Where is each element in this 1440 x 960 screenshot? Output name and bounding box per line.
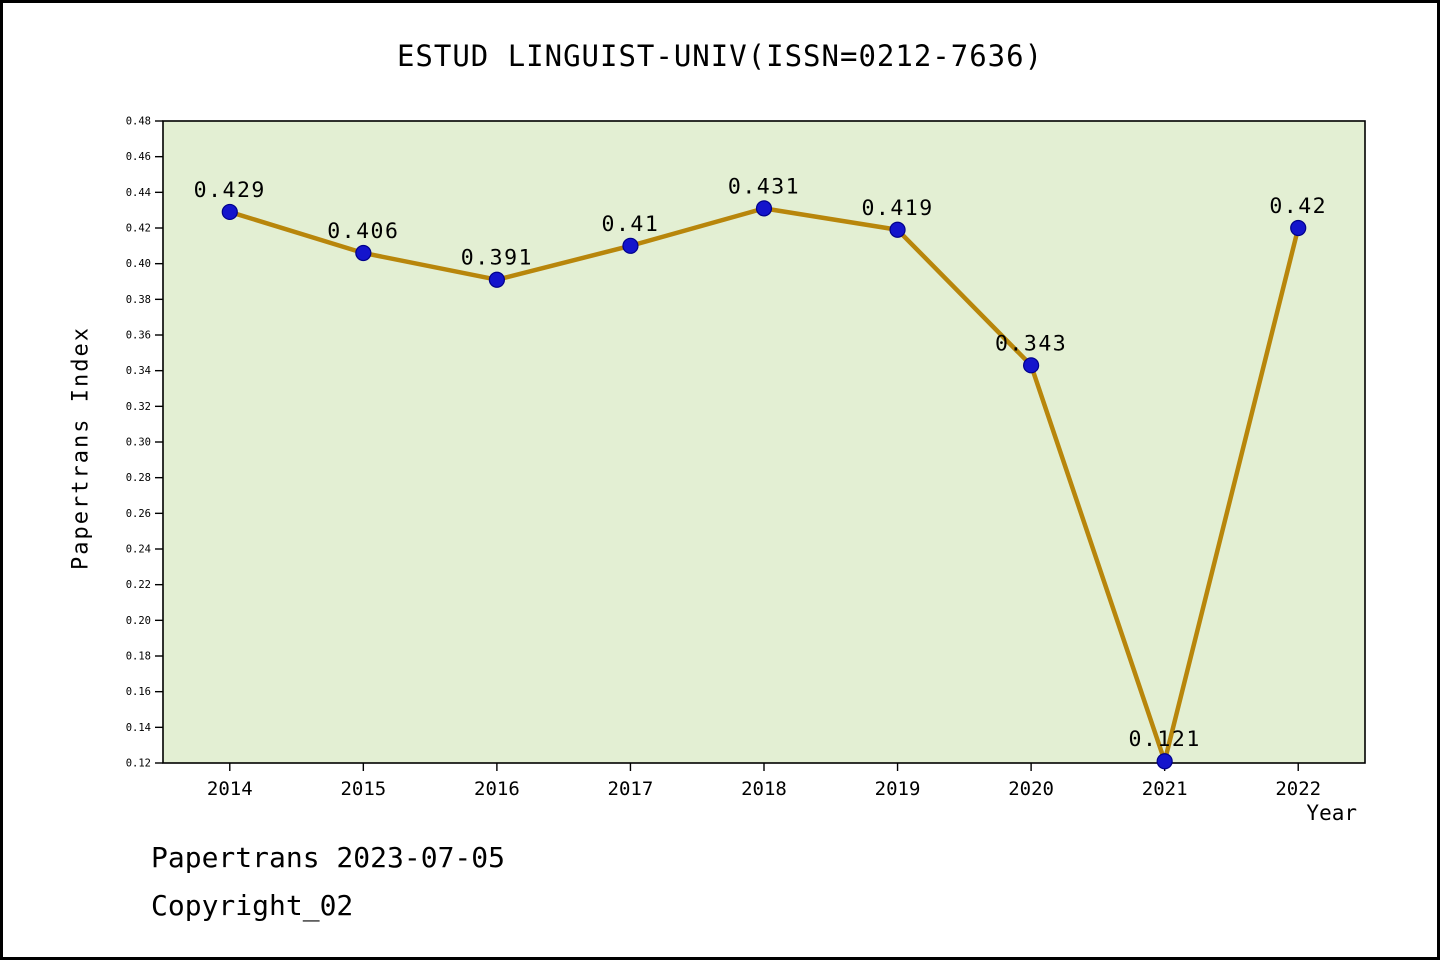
point-label: 0.431 [728, 174, 800, 199]
data-point [755, 200, 773, 217]
point-label: 0.429 [194, 178, 266, 203]
x-tick-label: 2016 [474, 778, 520, 800]
data-point [1156, 753, 1173, 770]
footer-copyright-text: Copyright_02 [151, 889, 354, 922]
footer-date-text: Papertrans 2023-07-05 [151, 841, 506, 874]
x-tick-label: 2017 [608, 778, 654, 800]
point-label: 0.42 [1269, 194, 1327, 219]
data-point [355, 244, 372, 262]
x-tick-label: 2022 [1275, 778, 1321, 800]
point-label: 0.419 [861, 196, 933, 221]
x-tick-label: 2019 [875, 778, 921, 800]
y-axis-label: Papertrans Index [68, 326, 94, 570]
y-tick-label: 0.12 [126, 758, 151, 770]
y-tick-label: 0.24 [126, 544, 151, 556]
point-label: 0.343 [995, 331, 1067, 356]
x-tick-label: 2014 [207, 778, 253, 800]
data-point [488, 271, 505, 288]
y-tick-label: 0.38 [126, 294, 151, 306]
data-point [1290, 219, 1307, 237]
point-label: 0.41 [602, 212, 660, 237]
x-tick-label: 2021 [1142, 778, 1188, 800]
x-tick-label: 2015 [340, 778, 386, 800]
point-label: 0.406 [327, 219, 399, 244]
y-tick-label: 0.16 [126, 686, 151, 698]
y-tick-label: 0.42 [126, 223, 151, 235]
y-tick-label: 0.44 [126, 187, 151, 199]
y-tick-label: 0.30 [126, 437, 151, 449]
y-tick-label: 0.18 [126, 651, 151, 663]
y-tick-label: 0.32 [126, 401, 151, 413]
y-tick-label: 0.48 [126, 116, 151, 128]
chart-title: ESTUD LINGUIST-UNIV(ISSN=0212-7636) [396, 39, 1044, 73]
plot-area [162, 120, 1366, 764]
y-tick-label: 0.36 [126, 330, 151, 342]
line-chart: 0.12 0.14 0.16 0.18 0.20 0.22 0.24 0.26 0.28 0.30… [126, 116, 1366, 800]
y-tick-label: 0.14 [126, 722, 151, 734]
y-tick-label: 0.20 [126, 615, 151, 627]
data-point [221, 203, 238, 221]
point-label: 0.391 [461, 246, 533, 271]
point-label: 0.121 [1129, 727, 1201, 752]
x-axis-label: Year [1306, 801, 1357, 825]
data-point [1023, 357, 1040, 374]
x-tick-label: 2020 [1008, 778, 1054, 800]
y-tick-label: 0.22 [126, 579, 151, 591]
y-tick-label: 0.46 [126, 151, 151, 163]
data-point [622, 237, 639, 254]
y-tick-label: 0.40 [126, 258, 151, 270]
x-tick-label: 2018 [741, 778, 787, 800]
data-point [889, 221, 906, 238]
y-tick-label: 0.28 [126, 472, 151, 484]
y-tick-label: 0.26 [126, 508, 151, 520]
y-tick-label: 0.34 [126, 365, 151, 377]
